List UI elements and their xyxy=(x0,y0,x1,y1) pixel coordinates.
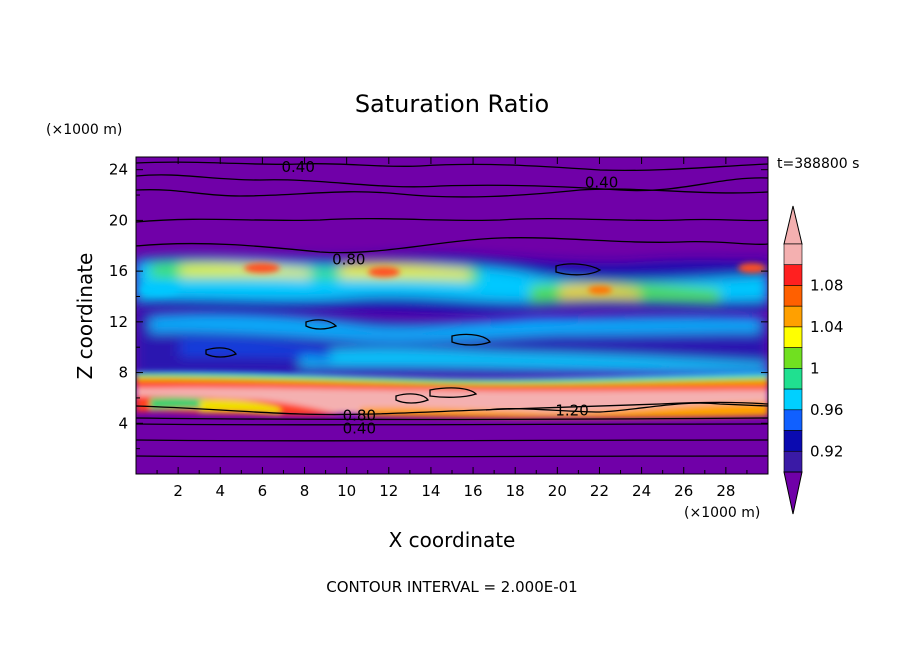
x-axis-ticks: 2 4 6 8 10 12 14 16 18 20 22 24 26 28 xyxy=(156,157,748,500)
x-tick-label: 6 xyxy=(258,482,268,500)
colorbar-segment xyxy=(783,409,803,431)
x-tick-label: 14 xyxy=(421,482,440,500)
x-tick-label: 18 xyxy=(506,482,525,500)
spot-1 xyxy=(244,263,280,273)
y-tick-label: 12 xyxy=(109,313,128,331)
colorbar-label: 1.08 xyxy=(810,276,843,294)
contour-lines xyxy=(136,161,768,458)
x-tick-label: 26 xyxy=(674,482,693,500)
x-tick-label: 8 xyxy=(300,482,310,500)
contour-low-6 xyxy=(136,455,768,458)
contour-18 xyxy=(136,237,768,254)
contour-blob-4 xyxy=(451,333,491,346)
contour-label: 1.20 xyxy=(555,402,588,420)
y-axis-title: Z coordinate xyxy=(73,253,97,380)
contour-label: 0.80 xyxy=(332,251,365,269)
colorbar-label: 1.04 xyxy=(810,318,843,336)
x-tick-label: 2 xyxy=(173,482,183,500)
y-tick-label: 20 xyxy=(109,211,128,229)
x-tick-label: 12 xyxy=(379,482,398,500)
contour-top-2 xyxy=(136,174,768,192)
y-unit-label: (×1000 m) xyxy=(46,122,122,138)
colorbar: 0.92 0.96 1 1.04 1.08 xyxy=(783,205,843,515)
band-mid-cyan xyxy=(150,315,760,342)
y-tick-label: 4 xyxy=(118,414,128,432)
y-tick-label: 24 xyxy=(109,161,128,179)
contour-top-1 xyxy=(136,161,768,172)
colorbar-label: 0.92 xyxy=(810,442,843,460)
x-axis-title: X coordinate xyxy=(389,528,516,552)
contour-label: 0.40 xyxy=(585,173,618,191)
x-tick-label: 22 xyxy=(590,482,609,500)
x-tick-label: 24 xyxy=(632,482,651,500)
contour-label: 0.40 xyxy=(282,158,315,176)
x-tick-label: 20 xyxy=(548,482,567,500)
contour-blob-1 xyxy=(555,263,602,276)
contour-interval-footer: CONTOUR INTERVAL = 2.000E-01 xyxy=(326,578,577,596)
colorbar-label: 0.96 xyxy=(810,401,843,419)
contour-low-4 xyxy=(136,423,768,426)
colorbar-segment xyxy=(783,326,803,348)
colorbar-label: 1 xyxy=(810,359,820,377)
colorbar-segment xyxy=(783,450,803,473)
spot-2 xyxy=(368,267,400,277)
contour-low-3 xyxy=(136,417,768,421)
contour-20 xyxy=(136,217,768,223)
colorbar-segment xyxy=(783,347,803,369)
contour-label: 0.80 xyxy=(343,407,376,425)
y-tick-label: 16 xyxy=(109,262,128,280)
y-tick-label: 8 xyxy=(118,364,128,382)
contour-blob-5 xyxy=(395,393,429,404)
x-tick-label: 16 xyxy=(464,482,483,500)
colorbar-segment xyxy=(783,285,803,307)
spot-3 xyxy=(588,286,612,294)
time-label: t=388800 s xyxy=(777,156,859,172)
y-axis-ticks: 4 8 12 16 20 24 xyxy=(109,161,768,450)
colorbar-segment xyxy=(783,264,803,286)
colorbar-under-arrow xyxy=(783,471,803,515)
x-tick-label: 4 xyxy=(215,482,225,500)
contour-low-2 xyxy=(485,402,768,413)
colorbar-segment xyxy=(783,243,803,266)
contour-low-5 xyxy=(136,439,768,442)
x-unit-label: (×1000 m) xyxy=(684,505,760,521)
saturation-field: 0.400.400.801.200.800.40 xyxy=(136,157,768,474)
contour-labels: 0.400.400.801.200.800.40 xyxy=(282,158,619,437)
colorbar-over-arrow xyxy=(783,205,803,245)
colorbar-segment xyxy=(783,388,803,411)
layer-low-orange-2 xyxy=(360,402,768,418)
spot-5 xyxy=(140,285,180,295)
band-mid-cyan-2 xyxy=(300,349,768,372)
contour-blob-2 xyxy=(305,319,338,330)
band-mid-blue-2 xyxy=(180,339,330,360)
band-upper-yellow-2 xyxy=(340,264,470,280)
contour-blob-6 xyxy=(429,387,478,398)
x-tick-label: 10 xyxy=(337,482,356,500)
x-tick-label: 28 xyxy=(716,482,735,500)
colorbar-segment xyxy=(783,368,803,390)
contour-label: 0.40 xyxy=(343,419,376,437)
contour-top-3 xyxy=(136,188,768,198)
colorbar-segment xyxy=(783,430,803,452)
chart-title: Saturation Ratio xyxy=(355,90,549,118)
contour-blob-3 xyxy=(205,347,237,358)
colorbar-segment xyxy=(783,305,803,328)
spot-4 xyxy=(738,263,766,273)
